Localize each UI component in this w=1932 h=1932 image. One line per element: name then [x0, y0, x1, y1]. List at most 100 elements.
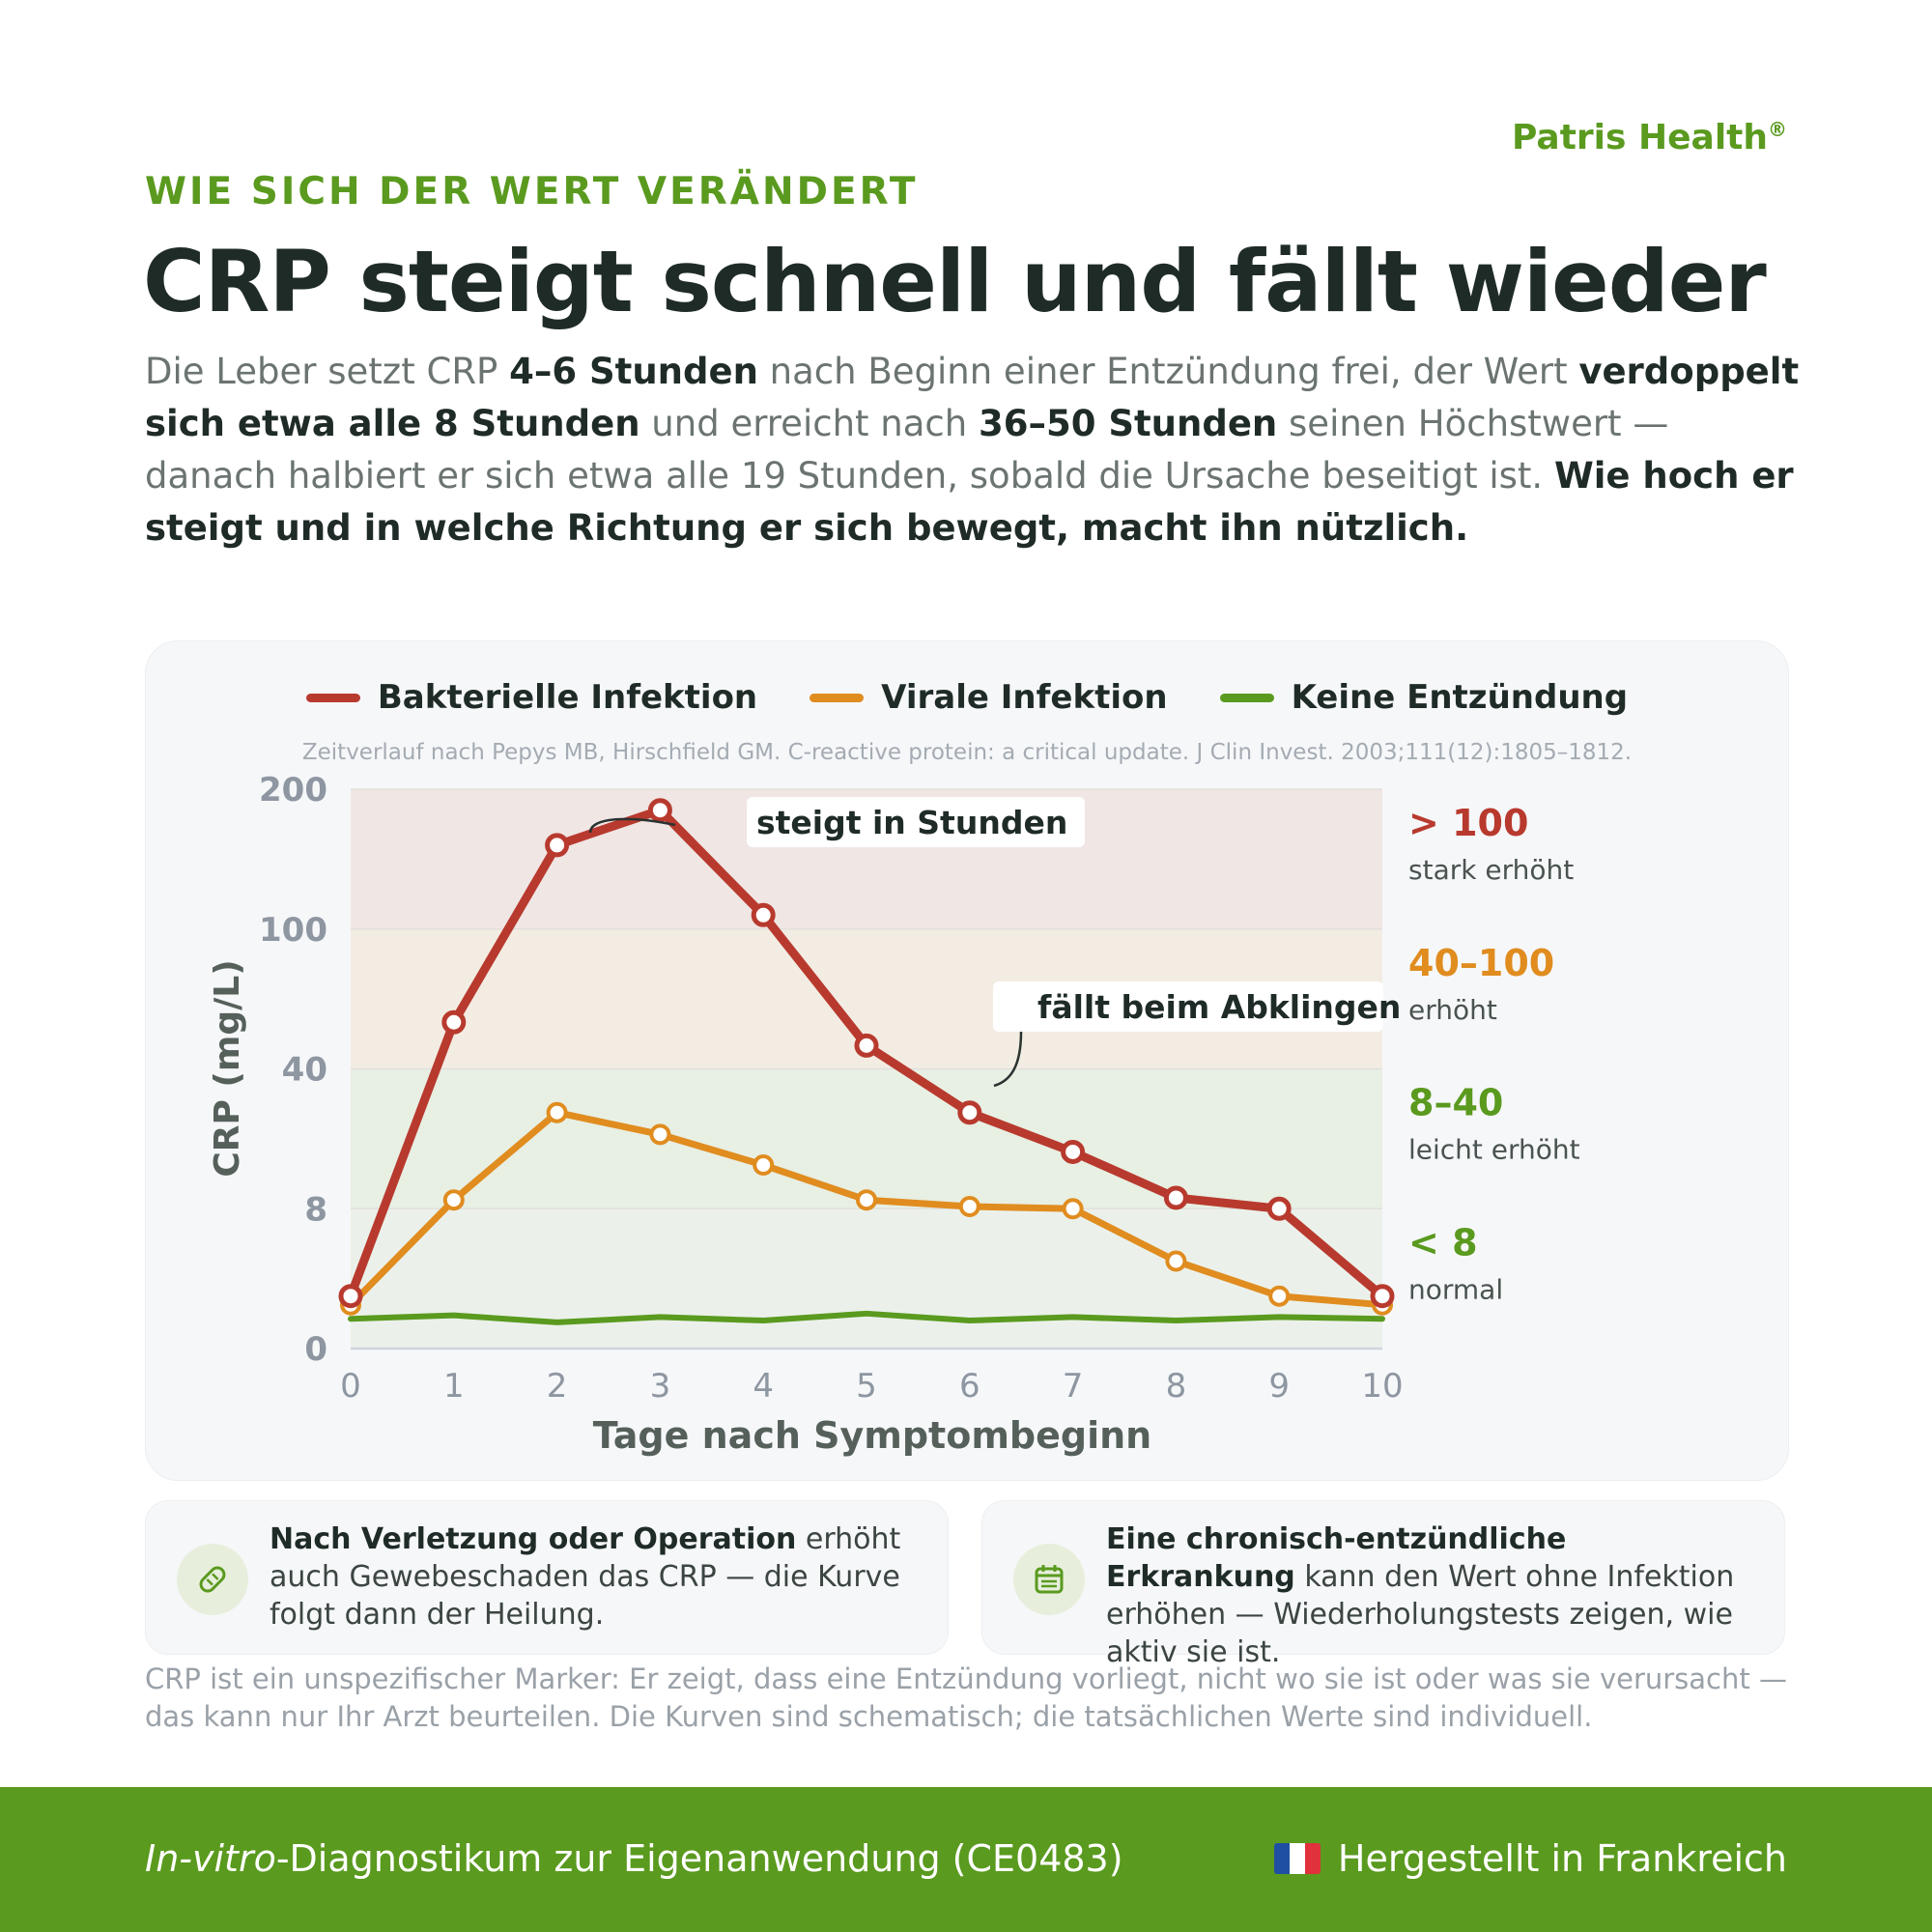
brand-mark: ®	[1768, 118, 1787, 141]
legend-label-viral: Virale Infektion	[881, 678, 1168, 717]
disclaimer: CRP ist ein unspezifischer Marker: Er ze…	[145, 1662, 1787, 1733]
zone-band	[351, 1068, 1382, 1209]
data-point	[1268, 1285, 1291, 1307]
zone-band	[351, 1208, 1382, 1349]
intro-text-2: nach Beginn einer Entzündung frei, der W…	[757, 351, 1579, 392]
eyebrow: WIE SICH DER WERT VERÄNDERT	[145, 170, 919, 213]
zone-label: > 100	[1408, 802, 1528, 844]
legend-label-bacterial: Bakterielle Infektion	[377, 678, 758, 717]
bandage-icon	[177, 1544, 248, 1615]
footer-italic: In-vitro	[145, 1837, 276, 1880]
info-card-injury: Nach Verletzung oder Operation erhöht au…	[145, 1500, 949, 1655]
zone-label: 8–40	[1408, 1082, 1503, 1124]
annotation-leader	[588, 817, 676, 834]
footer-ivd-label: In-vitro-Diagnostikum zur Eigenanwendung…	[145, 1837, 1123, 1880]
intro-text-1: Die Leber setzt CRP	[145, 351, 510, 392]
info-rest-injury: erhöht auch Gewebeschaden das CRP — die …	[270, 1522, 901, 1632]
y-tick-label: 100	[259, 911, 327, 950]
x-tick-label: 9	[1268, 1367, 1290, 1406]
page-title: CRP steigt schnell und fällt wieder	[143, 232, 1767, 331]
intro-bold-3: 36–50 Stunden	[978, 403, 1278, 444]
x-tick-label: 0	[340, 1367, 361, 1406]
crp-line-chart: > 100 stark erhöht 40–100 erhöht 8–40 leicht …	[208, 771, 1580, 1457]
zone-desc: leicht erhöht	[1408, 1134, 1580, 1166]
legend-label-none: Keine Entzündung	[1291, 678, 1629, 717]
y-tick-label: 8	[304, 1190, 327, 1229]
legend-swatch-bacterial	[305, 693, 360, 702]
french-flag-icon	[1273, 1843, 1321, 1874]
data-point	[957, 1100, 982, 1125]
x-tick-label: 8	[1166, 1367, 1187, 1406]
data-point	[546, 1101, 568, 1123]
intro-bold-2: verdoppelt sich etwa alle 8 Stunden	[145, 351, 1800, 444]
zone-label: 40–100	[1408, 942, 1554, 984]
data-point	[1163, 1185, 1188, 1210]
brand-logo: Patris Health®	[1512, 118, 1787, 157]
chart-card: Bakterielle Infektion Virale Infektion K…	[145, 640, 1789, 1481]
data-point	[958, 1195, 980, 1217]
info-rest-chronic: kann den Wert ohne Infektion erhöhen — W…	[1106, 1560, 1735, 1669]
legend-swatch-viral	[810, 693, 865, 702]
brand-name: Patris Health	[1512, 118, 1768, 157]
data-point	[1165, 1250, 1187, 1272]
zone-desc: stark erhöht	[1408, 854, 1574, 886]
x-tick-label: 2	[547, 1367, 568, 1406]
data-point	[338, 1284, 363, 1309]
data-point	[1062, 1198, 1084, 1220]
data-point	[545, 833, 570, 858]
data-point	[442, 1189, 465, 1211]
legend-item-bacterial: Bakterielle Infektion	[305, 678, 758, 717]
info-text-chronic: Eine chronisch-entzündliche Erkrankung k…	[1106, 1520, 1763, 1671]
chart-citation: Zeitverlauf nach Pepys MB, Hirschfield G…	[301, 740, 1633, 765]
annotation-box	[993, 981, 1383, 1032]
intro-text-3: und erreicht nach	[639, 403, 979, 444]
x-tick-label: 4	[753, 1367, 774, 1406]
annotation-box	[747, 797, 1085, 847]
footer-origin: Hergestellt in Frankreich	[1273, 1837, 1787, 1880]
y-axis-title: CRP (mg/L)	[208, 959, 247, 1177]
series-line	[348, 1310, 1385, 1325]
data-point	[649, 1123, 671, 1146]
data-point	[1061, 1139, 1086, 1164]
data-point	[1370, 1284, 1395, 1309]
intro-text-4: seinen Höchstwert — danach halbiert er s…	[145, 403, 1669, 497]
info-text-injury: Nach Verletzung oder Operation erhöht au…	[270, 1520, 926, 1634]
data-point	[856, 1189, 877, 1211]
zone-desc: normal	[1408, 1273, 1503, 1305]
x-tick-label: 6	[959, 1367, 980, 1406]
legend-item-viral: Virale Infektion	[810, 678, 1168, 717]
x-tick-label: 3	[650, 1367, 671, 1406]
legend-item-none: Keine Entzündung	[1219, 678, 1629, 717]
data-point	[854, 1033, 879, 1058]
calendar-icon	[1013, 1544, 1085, 1615]
y-tick-label: 200	[259, 771, 327, 810]
info-bold-injury: Nach Verletzung oder Operation	[270, 1522, 797, 1556]
data-point	[647, 798, 672, 823]
legend-swatch-none	[1219, 693, 1274, 702]
data-point	[1266, 1196, 1292, 1221]
x-tick-label: 7	[1063, 1367, 1084, 1406]
footer-bar: In-vitro-Diagnostikum zur Eigenanwendung…	[0, 1787, 1932, 1932]
x-axis-title: Tage nach Symptombeginn	[593, 1414, 1151, 1457]
y-tick-label: 0	[304, 1330, 327, 1369]
data-point	[441, 1009, 467, 1035]
x-tick-label: 10	[1361, 1367, 1403, 1406]
zone-label: < 8	[1408, 1221, 1478, 1264]
data-point	[753, 1154, 775, 1177]
intro-bold-1: 4–6 Stunden	[509, 351, 758, 392]
intro-bold-4: Wie hoch er steigt und in welche Richtun…	[145, 455, 1794, 549]
annotation-label: fällt beim Abklingen	[1037, 988, 1401, 1026]
footer-ivd-text: -Diagnostikum zur Eigenanwendung (CE0483…	[275, 1837, 1123, 1880]
info-bold-chronic: Eine chronisch-entzündliche Erkrankung	[1106, 1522, 1567, 1594]
info-card-chronic: Eine chronisch-entzündliche Erkrankung k…	[981, 1500, 1785, 1669]
footer-origin-text: Hergestellt in Frankreich	[1337, 1837, 1787, 1880]
annotation-leader	[993, 1031, 1023, 1088]
x-tick-label: 5	[856, 1367, 877, 1406]
y-tick-label: 40	[282, 1051, 327, 1090]
zone-desc: erhöht	[1408, 994, 1497, 1026]
chart-legend: Bakterielle Infektion Virale Infektion K…	[146, 678, 1788, 717]
x-tick-label: 1	[443, 1367, 465, 1406]
data-point	[751, 902, 776, 927]
annotation-label: steigt in Stunden	[756, 804, 1067, 841]
intro-paragraph: Die Leber setzt CRP 4–6 Stunden nach Beg…	[145, 346, 1806, 554]
